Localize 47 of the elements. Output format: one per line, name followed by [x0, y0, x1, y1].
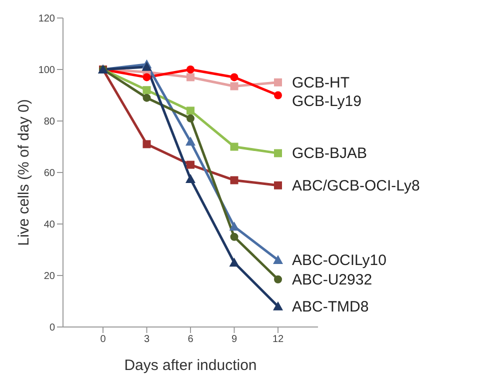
series-label: ABC/GCB-OCI-Ly8 [292, 177, 420, 194]
y-tick-label: 100 [38, 65, 56, 76]
point [142, 86, 151, 94]
series-label: GCB-BJAB [292, 145, 368, 162]
point [186, 160, 194, 169]
series-label: GCB-Ly19 [292, 93, 362, 110]
point [186, 106, 194, 115]
point [230, 73, 238, 82]
x-axis-title: Days after induction [124, 357, 257, 374]
series-label: GCB-HT [292, 74, 350, 92]
y-tick-label: 60 [44, 168, 56, 180]
point [274, 149, 282, 158]
x-tick-label: 0 [100, 334, 106, 346]
point [274, 181, 282, 190]
point [273, 255, 283, 264]
point [229, 258, 240, 267]
y-axis-title: Live cells (% of day 0) [15, 99, 32, 246]
point [186, 66, 194, 74]
point [274, 91, 282, 100]
y-tick-label: 40 [44, 220, 56, 231]
point [142, 62, 152, 71]
x-tick-label: 9 [231, 334, 238, 346]
point [186, 174, 196, 183]
point [186, 114, 194, 122]
y-tick-label: 120 [38, 14, 56, 25]
series-label: ABC-TMD8 [292, 298, 369, 316]
series-label: ABC-U2932 [292, 271, 372, 288]
point [230, 232, 238, 241]
point [186, 136, 196, 146]
x-tick-label: 3 [144, 334, 150, 346]
point [142, 94, 151, 102]
y-tick-label: 80 [44, 116, 56, 128]
point [229, 222, 240, 231]
point [186, 73, 194, 82]
point [274, 78, 282, 86]
x-tick-label: 6 [188, 334, 194, 346]
point [142, 73, 151, 82]
x-tick-label: 12 [272, 334, 284, 346]
point [274, 275, 282, 284]
point [230, 142, 238, 151]
y-tick-label: 20 [44, 271, 56, 282]
point [273, 301, 283, 310]
y-tick-label: 0 [49, 322, 56, 334]
point [230, 82, 238, 90]
point [142, 140, 151, 148]
series-label: ABC-OCILy10 [292, 252, 386, 270]
point [230, 176, 238, 184]
